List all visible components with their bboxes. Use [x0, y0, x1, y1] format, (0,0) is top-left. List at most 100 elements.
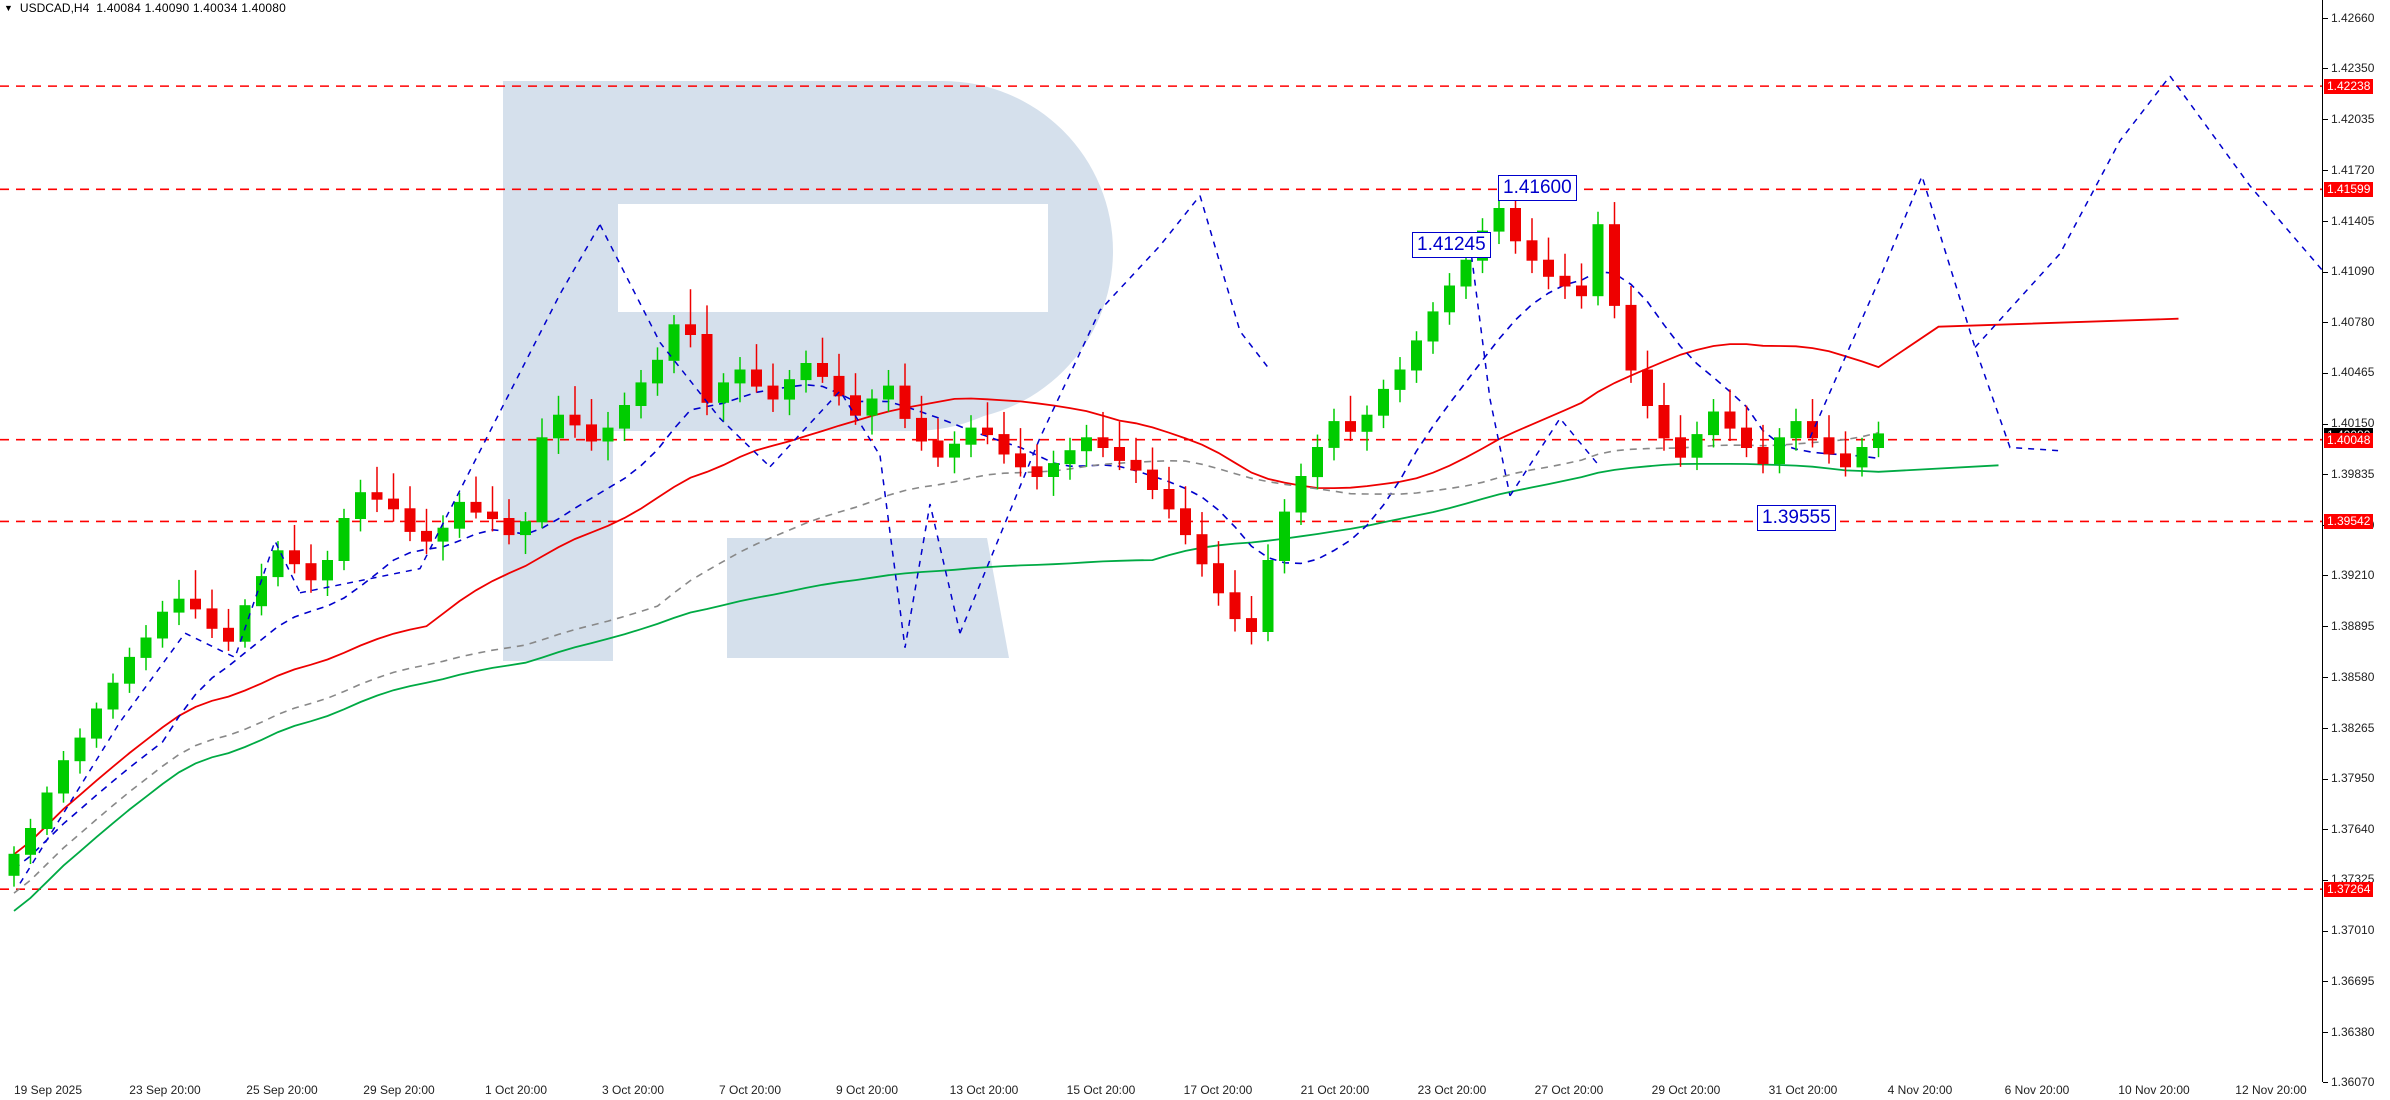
candle-body — [470, 501, 482, 513]
band-lower-line — [13, 431, 1879, 894]
candle-body — [421, 530, 432, 542]
price-tick-label: 1.36380 — [2331, 1024, 2375, 1039]
chart-plot-area[interactable]: 1.41600 1.41245 1.39555 — [0, 18, 2322, 1076]
candle-body — [91, 708, 102, 739]
candle-body — [305, 563, 317, 581]
price-tick-label: 1.42350 — [2331, 61, 2375, 76]
forecast-leg-8 — [1469, 243, 1511, 497]
price-tick-label: 1.40780 — [2331, 314, 2375, 329]
candle-body — [1741, 427, 1752, 449]
candle-body — [1642, 369, 1653, 406]
level-price-tag[interactable]: 1.42238 — [2324, 79, 2374, 95]
candle-body — [1873, 433, 1884, 448]
candle-body — [487, 511, 498, 520]
candle-body — [1493, 208, 1505, 232]
price-tick-label: 1.41090 — [2331, 264, 2375, 279]
price-tick: 1.36070 — [2323, 1075, 2374, 1089]
price-tick: 1.38265 — [2323, 721, 2374, 735]
price-tick: 1.41405 — [2323, 214, 2374, 228]
candle-body — [74, 737, 86, 762]
candle-body — [1048, 463, 1059, 478]
candle-body — [190, 598, 201, 610]
candle-body — [1130, 459, 1142, 471]
forecast-leg-10 — [1809, 173, 2061, 452]
candle-body — [1592, 224, 1604, 297]
price-tick-label: 1.40150 — [2331, 416, 2375, 431]
price-tick: 1.42350 — [2323, 61, 2374, 75]
candle-body — [1279, 511, 1290, 562]
time-tick-label: 25 Sep 20:00 — [246, 1083, 318, 1097]
time-tick-label: 12 Nov 20:00 — [2235, 1083, 2307, 1097]
tick-mark-icon — [2323, 220, 2328, 222]
price-tick-label: 1.40465 — [2331, 365, 2375, 380]
level-price-tag[interactable]: 1.40048 — [2324, 432, 2374, 448]
candle-body — [932, 440, 944, 458]
candle-body — [1823, 437, 1835, 455]
price-tick: 1.37010 — [2323, 923, 2374, 937]
symbol-label: USDCAD,H4 — [19, 1, 90, 15]
price-tick-label: 1.41405 — [2331, 213, 2375, 228]
candle-body — [8, 853, 20, 876]
time-tick-label: 19 Sep 2025 — [13, 1083, 83, 1097]
candle-body — [1526, 240, 1538, 261]
price-tick-label: 1.36695 — [2331, 974, 2375, 989]
candle-body — [58, 760, 69, 794]
price-tick-label: 1.37010 — [2331, 923, 2375, 938]
candle-body — [1064, 450, 1076, 465]
candle-body — [1708, 411, 1719, 436]
candle-body — [388, 498, 399, 510]
level-price-tag[interactable]: 1.37264 — [2324, 882, 2374, 898]
price-axis[interactable]: 1.42660 1.42350 1.42035 1.41720 1.41405 1.410… — [2322, 0, 2390, 1089]
level-price-tag[interactable]: 1.41599 — [2324, 182, 2374, 198]
price-tick: 1.41720 — [2323, 163, 2374, 177]
candle-body — [322, 560, 333, 581]
tick-mark-icon — [2323, 981, 2328, 983]
candle-body — [1658, 405, 1670, 439]
candle-body — [1345, 421, 1356, 432]
candle-body — [1576, 285, 1587, 297]
time-tick-label: 21 Oct 20:00 — [1300, 1083, 1370, 1097]
candle-body — [1394, 369, 1406, 390]
candle-body — [25, 828, 36, 855]
tick-mark-icon — [2323, 321, 2328, 323]
time-tick-label: 7 Oct 20:00 — [718, 1083, 782, 1097]
candle-body — [1411, 340, 1422, 371]
price-tick-label: 1.41720 — [2331, 162, 2375, 177]
time-tick-label: 23 Sep 20:00 — [129, 1083, 201, 1097]
candle-body — [289, 550, 300, 565]
price-tick: 1.38895 — [2323, 619, 2374, 633]
target-label-upper[interactable]: 1.41600 — [1498, 175, 1577, 202]
candle-body — [1081, 437, 1092, 452]
candle-body — [1460, 259, 1472, 287]
candle-body — [1559, 275, 1571, 287]
tick-mark-icon — [2323, 930, 2328, 932]
time-tick-label: 29 Sep 20:00 — [363, 1083, 435, 1097]
tick-mark-icon — [2323, 170, 2328, 172]
forecast-leg-11 — [1974, 75, 2171, 348]
candle-body — [1807, 421, 1818, 439]
candle-body — [454, 501, 465, 529]
candle-body — [1691, 434, 1703, 458]
candle-body — [1196, 534, 1208, 565]
candle-body — [371, 492, 383, 500]
time-tick-label: 31 Oct 20:00 — [1768, 1083, 1838, 1097]
target-label-mid[interactable]: 1.41245 — [1412, 232, 1491, 259]
candle-body — [1147, 469, 1158, 491]
tick-mark-icon — [2323, 423, 2328, 425]
caret-down-icon[interactable]: ▼ — [4, 2, 13, 13]
candle-body — [1427, 311, 1439, 342]
time-tick-label: 1 Oct 20:00 — [484, 1083, 548, 1097]
time-tick-label: 4 Nov 20:00 — [1887, 1083, 1953, 1097]
target-label-lower[interactable]: 1.39555 — [1757, 505, 1836, 532]
candle-body — [1774, 437, 1785, 465]
candle-body — [1229, 592, 1241, 620]
candle-body — [1840, 453, 1851, 468]
level-price-tag[interactable]: 1.39542 — [2324, 514, 2374, 530]
candle-body — [1015, 453, 1026, 468]
candle-body — [404, 508, 416, 532]
time-axis[interactable]: 19 Sep 2025 23 Sep 20:00 25 Sep 20:00 29 Se… — [0, 1082, 2322, 1100]
candle-body — [1246, 618, 1257, 632]
candle-body — [140, 637, 152, 658]
tick-mark-icon — [2323, 1082, 2328, 1084]
